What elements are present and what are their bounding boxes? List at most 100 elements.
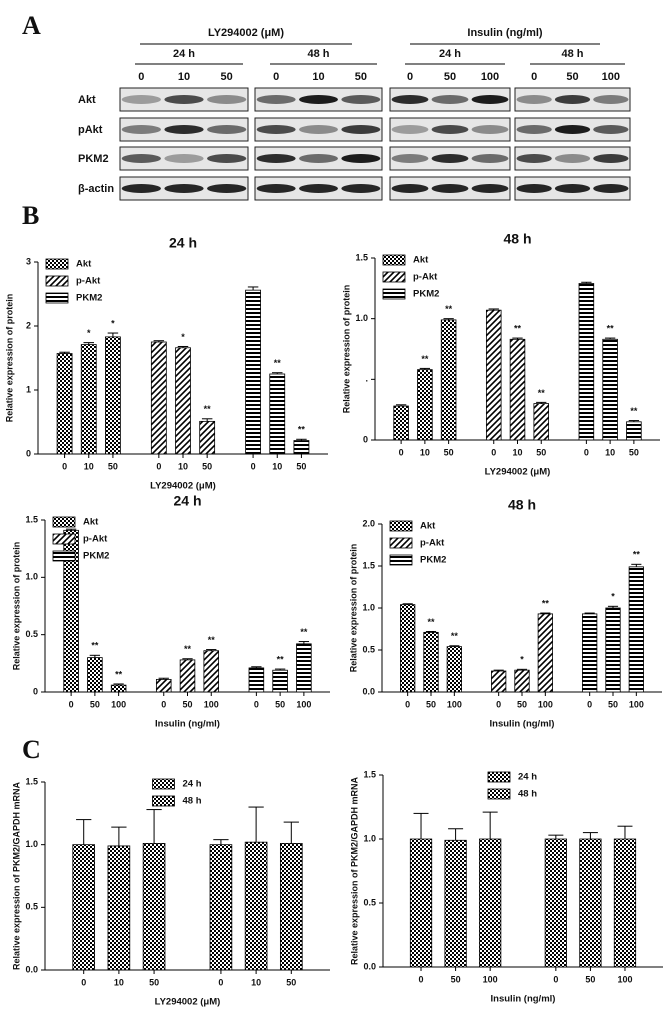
blot-band <box>121 125 161 134</box>
lane-label: 50 <box>221 71 233 83</box>
x-tick-label: 0 <box>491 447 496 457</box>
blot-band <box>341 95 381 104</box>
x-tick-label: 10 <box>420 447 430 457</box>
blot-band <box>593 154 629 163</box>
x-tick-label: 0 <box>584 447 589 457</box>
x-tick-label: 100 <box>617 974 632 984</box>
bar <box>199 420 216 455</box>
bar <box>582 613 598 693</box>
blot-band <box>256 125 296 134</box>
y-tick-label: 1.0 <box>25 572 38 582</box>
x-tick-label: 50 <box>90 699 100 709</box>
blot-band <box>471 184 509 193</box>
blot-band <box>391 125 429 134</box>
bar <box>179 659 196 693</box>
significance: ** <box>208 635 216 645</box>
y-tick-label: 1.5 <box>355 252 368 262</box>
bar <box>605 607 621 693</box>
significance: ** <box>514 323 522 333</box>
lane-label: 10 <box>178 71 190 83</box>
x-tick-label: 0 <box>156 461 161 471</box>
legend-swatch <box>487 788 511 800</box>
blot-band <box>207 184 247 193</box>
x-tick-label: 0 <box>218 977 223 987</box>
legend-swatch <box>152 795 175 807</box>
significance: ** <box>607 323 615 333</box>
row-label: pAkt <box>78 124 103 136</box>
y-tick-label: 1 <box>26 384 31 394</box>
blot-band <box>593 95 629 104</box>
blot-band <box>121 154 161 163</box>
bar <box>440 319 457 441</box>
y-tick-label: 0 <box>26 448 31 458</box>
legend-label: p-Akt <box>413 272 438 283</box>
y-axis-label: Relative expression of protein <box>4 294 14 423</box>
legend-label: p-Akt <box>83 534 108 545</box>
chart-title: 48 h <box>508 497 536 513</box>
legend-swatch <box>45 292 69 304</box>
legend-swatch <box>152 778 175 790</box>
treatment-label: LY294002 (μM) <box>208 27 284 39</box>
x-tick-label: 0 <box>553 974 558 984</box>
significance: ** <box>91 641 99 651</box>
bar <box>56 353 73 455</box>
x-tick-label: 100 <box>483 974 498 984</box>
x-tick-label: 50 <box>426 699 436 709</box>
blot-band <box>256 154 296 163</box>
significance: ** <box>421 354 429 364</box>
bar <box>626 421 642 441</box>
blot-band <box>207 125 247 134</box>
y-tick-label: 1.5 <box>362 560 375 570</box>
bar <box>485 309 502 441</box>
legend-swatch <box>487 771 511 783</box>
lane-label: 0 <box>407 71 413 83</box>
time-label: 48 h <box>307 48 329 60</box>
blot-band <box>391 184 429 193</box>
y-tick-label: 0.5 <box>25 629 38 639</box>
legend-swatch <box>389 554 413 566</box>
blot-band <box>554 125 591 134</box>
y-tick-label: 0 <box>33 686 38 696</box>
significance: ** <box>538 388 546 398</box>
bar <box>491 670 507 693</box>
blot-band <box>256 184 296 193</box>
treatment-label: Insulin (ng/ml) <box>467 27 542 39</box>
bar <box>269 373 286 455</box>
blot-band <box>471 154 509 163</box>
x-tick-label: 0 <box>405 699 410 709</box>
bar <box>80 344 97 455</box>
y-tick-label: 0.0 <box>25 964 38 974</box>
x-tick-label: 50 <box>286 977 296 987</box>
bar <box>248 667 265 693</box>
significance: * <box>111 318 115 328</box>
lane-label: 0 <box>531 71 537 83</box>
bar <box>245 289 261 455</box>
blot-band <box>299 125 338 134</box>
y-tick-label: 2 <box>26 320 31 330</box>
y-tick-label: 3 <box>26 256 31 266</box>
lane-label: 100 <box>602 71 620 83</box>
bar <box>544 838 567 968</box>
significance: ** <box>445 304 453 314</box>
x-tick-label: 50 <box>608 699 618 709</box>
legend-swatch <box>382 271 406 283</box>
blot-band <box>431 125 469 134</box>
blot-band <box>121 95 161 104</box>
legend-swatch <box>382 288 406 300</box>
blot-band <box>431 95 469 104</box>
legend-label: 48 h <box>518 789 537 800</box>
panel-label: C <box>22 735 41 764</box>
y-tick-label: 1.0 <box>362 602 375 612</box>
blot-band <box>554 154 591 163</box>
blot-band <box>391 154 429 163</box>
significance: ** <box>277 654 285 664</box>
bar <box>579 838 602 968</box>
significance: ** <box>451 631 459 641</box>
x-tick-label: 0 <box>81 977 86 987</box>
y-tick-label: 1.0 <box>363 833 376 843</box>
significance: ** <box>298 425 306 435</box>
bar <box>244 841 268 971</box>
x-tick-label: 50 <box>275 699 285 709</box>
x-tick-label: 50 <box>444 447 454 457</box>
